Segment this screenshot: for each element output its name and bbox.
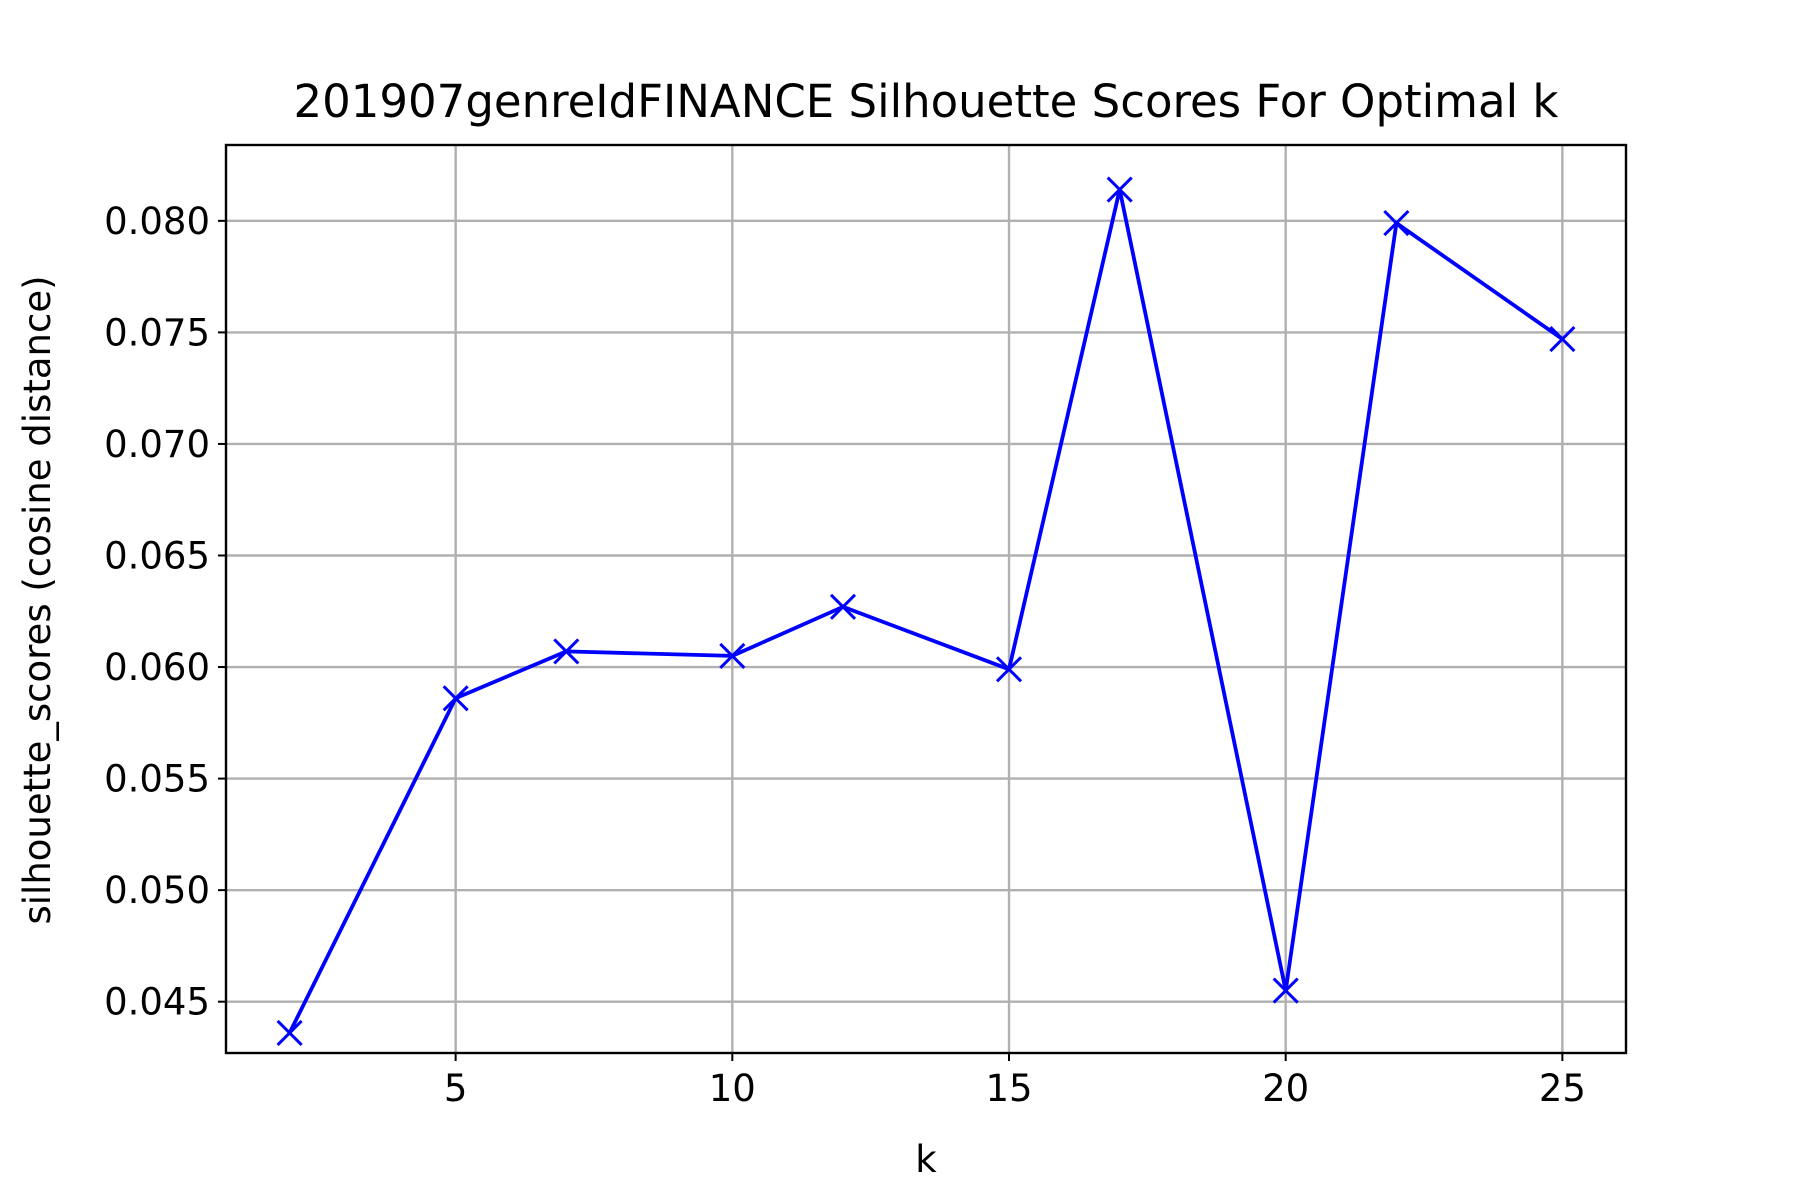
- grid: [226, 145, 1626, 1053]
- x-tick-label: 10: [709, 1067, 756, 1110]
- y-tick-label: 0.065: [104, 534, 210, 577]
- y-tick-label: 0.060: [104, 646, 210, 689]
- series-layer: [276, 176, 1576, 1046]
- data-point: [829, 593, 857, 620]
- data-point: [276, 1019, 303, 1046]
- data-point: [553, 638, 580, 665]
- plot-frame: [224, 143, 1628, 1055]
- chart-title: 201907genreIdFINANCE Silhouette Scores F…: [294, 75, 1559, 128]
- data-point: [1549, 326, 1576, 353]
- data-point: [1106, 176, 1133, 203]
- y-tick-label: 0.055: [104, 758, 210, 801]
- y-tick-label: 0.080: [104, 200, 210, 243]
- y-tick-label: 0.075: [104, 311, 210, 354]
- y-tick-label: 0.045: [104, 981, 210, 1024]
- data-point: [995, 656, 1023, 683]
- x-axis-title: k: [915, 1138, 937, 1181]
- data-point: [719, 642, 746, 669]
- data-point: [442, 685, 469, 712]
- x-tick-label: 5: [444, 1067, 468, 1110]
- y-tick-label: 0.050: [104, 869, 210, 912]
- y-axis-title: silhouette_scores (cosine distance): [16, 275, 59, 924]
- y-tick-label: 0.070: [104, 423, 210, 466]
- x-axis: 5 10 15 20 25: [444, 1053, 1586, 1110]
- data-point: [1383, 210, 1410, 237]
- series-line: [287, 187, 1564, 1034]
- x-tick-label: 20: [1262, 1067, 1309, 1110]
- data-point: [1272, 977, 1299, 1004]
- y-axis: 0.045 0.050 0.055 0.060 0.065 0.070 0.075 0.080: [104, 200, 226, 1024]
- x-tick-label: 15: [985, 1067, 1032, 1110]
- x-tick-label: 25: [1539, 1067, 1586, 1110]
